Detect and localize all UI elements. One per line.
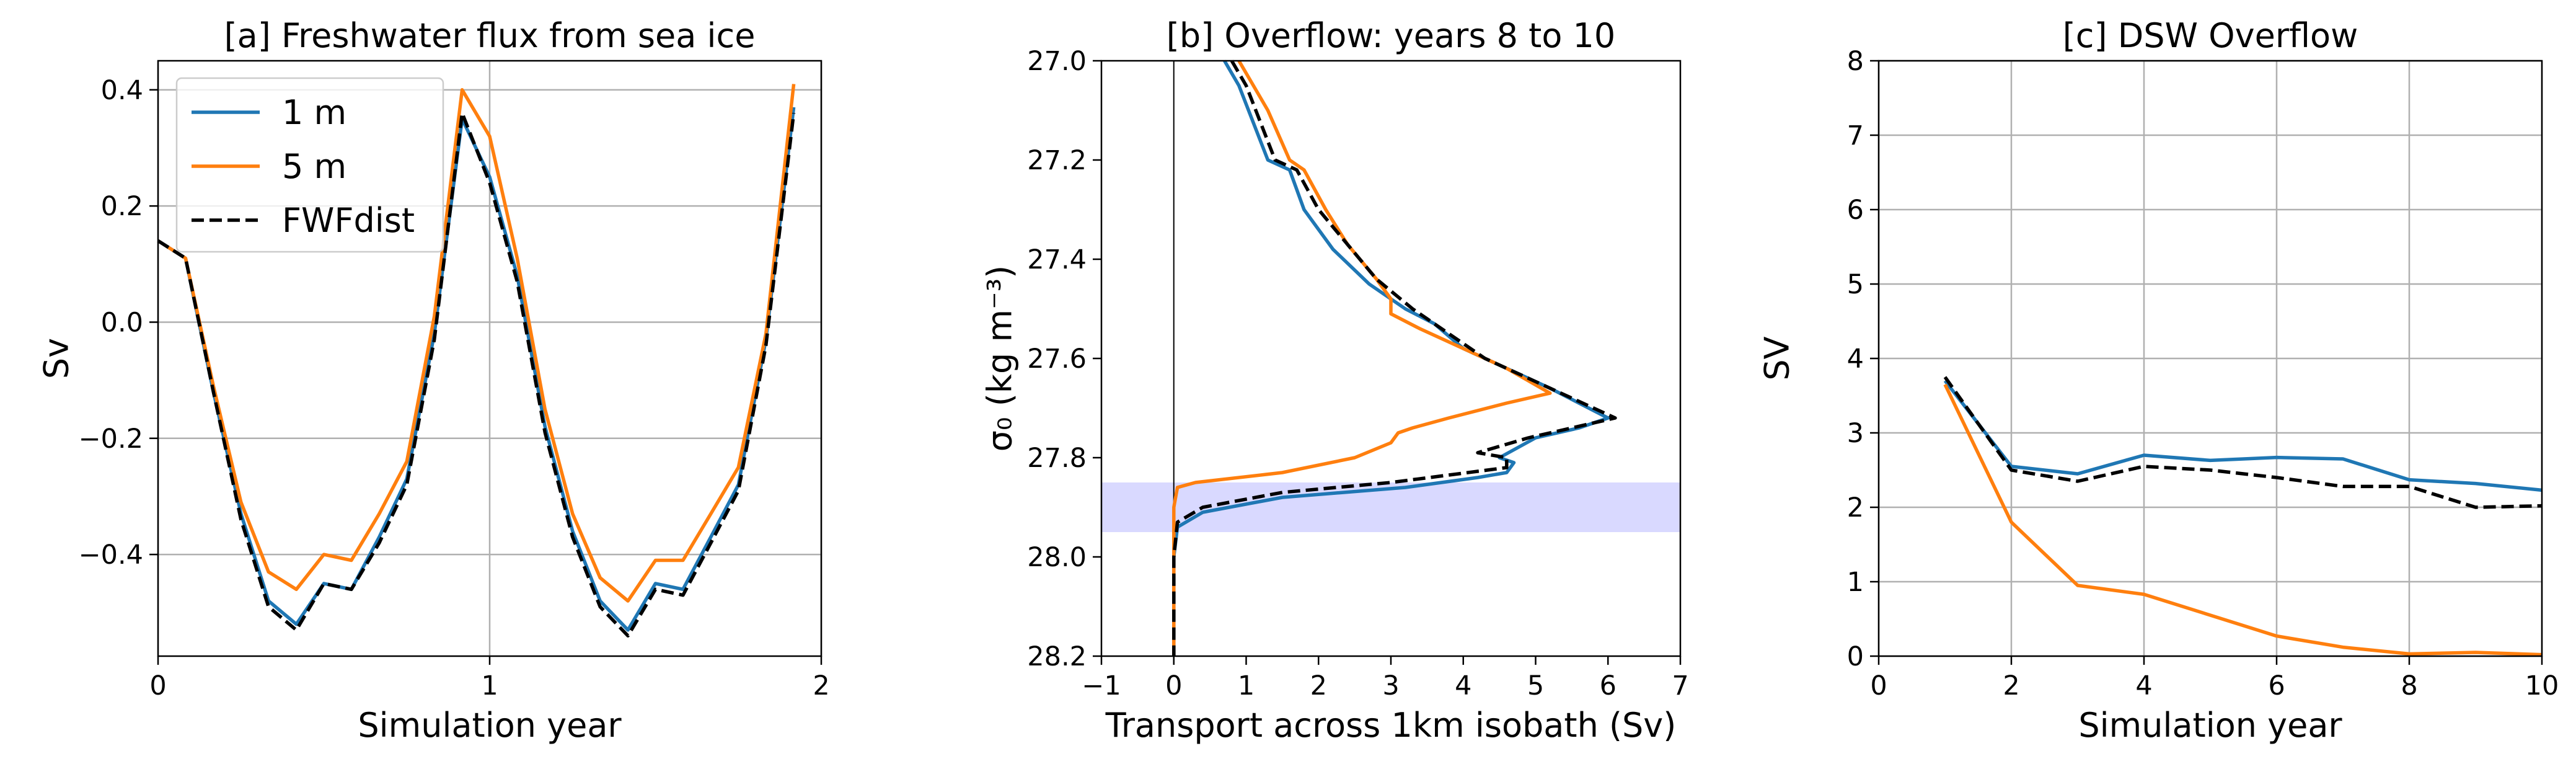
panel-a-ytick-label-0: 0.4 (101, 75, 143, 106)
panel-c-ytick-label-8: 8 (1847, 46, 1864, 77)
panel-b-ytick-label-2: 27.4 (1027, 244, 1087, 275)
panel-b-xtick-label-3: 2 (1310, 670, 1327, 701)
panel-a-ytick-label-1: 0.2 (101, 191, 143, 222)
panel-c-ytick-label-4: 4 (1847, 344, 1864, 375)
panel-c-ytick-label-6: 6 (1847, 195, 1864, 226)
panel-a-series-1m (157, 107, 796, 632)
panel-c-ytick-label-1: 1 (1847, 567, 1864, 598)
panel-c-xtick-label-0: 0 (1870, 670, 1887, 701)
panel-b-ytick-label-1: 27.2 (1027, 145, 1087, 176)
panel-c-xtick-label-2: 4 (2135, 670, 2152, 701)
legend-box (175, 77, 444, 253)
panel-b-title: [b] Overflow: years 8 to 10 (1167, 16, 1615, 55)
panel-b-frame (1100, 60, 1682, 657)
panel-c-series-fwfdist (1943, 376, 2543, 509)
panel-a-ytick-label-2: 0.0 (101, 307, 143, 338)
panel-c-ylabel: SV (1758, 336, 1797, 380)
legend-label-fwfdist: FWFdist (282, 201, 415, 240)
panel-c-xlabel: Simulation year (2078, 706, 2342, 745)
panel-b-ytick-label-3: 27.6 (1027, 344, 1087, 375)
panel-c-ytick-label-0: 0 (1847, 641, 1864, 672)
legend-label-1m: 1 m (282, 93, 346, 132)
panel-c-ytick-label-2: 2 (1847, 492, 1864, 523)
panel-b-series-5m (1172, 60, 1552, 656)
panel-c-series-1m (1943, 380, 2543, 492)
panel-a-xtick-label-1: 1 (481, 670, 498, 701)
panel-b-xtick-label-5: 4 (1455, 670, 1471, 701)
panel-b-ytick-label-0: 27.0 (1027, 46, 1087, 77)
panel-b-series-1m (1172, 60, 1610, 656)
panel-c-series-5m (1943, 383, 2543, 657)
panel-a-series-5m (157, 84, 796, 603)
panel-c-ytick-label-7: 7 (1847, 120, 1864, 151)
panel-b-ylabel: σ₀ (kg m⁻³) (981, 265, 1020, 452)
panel-a-title: [a] Freshwater flux from sea ice (224, 16, 756, 55)
panel-c-xtick-label-3: 6 (2268, 670, 2285, 701)
panel-c-ytick-label-3: 3 (1847, 418, 1864, 449)
panel-b-xtick-label-1: 0 (1165, 670, 1182, 701)
panel-b-xtick-label-6: 5 (1527, 670, 1544, 701)
panel-b-ytick-label-6: 28.2 (1027, 641, 1087, 672)
panel-b-xtick-label-4: 3 (1382, 670, 1399, 701)
panel-a-xtick-label-0: 0 (149, 670, 166, 701)
panel-b-xtick-label-2: 1 (1238, 670, 1255, 701)
panel-a-ylabel: Sv (37, 338, 76, 379)
panel-a-xtick-label-2: 2 (813, 670, 829, 701)
panel-b-ytick-label-4: 27.8 (1027, 443, 1087, 474)
panel-b: −1 0 1 2 3 4 5 6 7 27.0 27.2 27.4 27.6 27.8 28.0 28.2 [… (981, 16, 1689, 745)
panel-a-ytick-label-4: −0.4 (79, 540, 143, 571)
panel-c-xtick-label-1: 2 (2003, 670, 2019, 701)
panel-c-xtick-label-5: 10 (2525, 670, 2559, 701)
panel-c-title: [c] DSW Overflow (2063, 16, 2358, 55)
panel-b-ytick-label-5: 28.0 (1027, 542, 1087, 573)
panel-b-xlabel: Transport across 1km isobath (Sv) (1105, 706, 1677, 745)
panel-b-xtick-label-7: 6 (1600, 670, 1617, 701)
panel-a: 0 1 2 0.4 0.2 0.0 −0.2 −0.4 [a] Freshwater flux… (37, 16, 830, 745)
legend: 1 m 5 m FWFdist (175, 77, 444, 253)
panel-c-xtick-label-4: 8 (2401, 670, 2417, 701)
panel-b-series-fwfdist (1172, 60, 1617, 656)
panel-b-xtick-label-0: −1 (1082, 670, 1121, 701)
panel-c-ytick-label-5: 5 (1847, 269, 1864, 300)
panel-c: 0 2 4 6 8 10 0 1 2 3 4 5 6 7 8 [c] DSW Overflow Simula… (1758, 16, 2559, 745)
panel-b-xtick-label-8: 7 (1672, 670, 1688, 701)
legend-label-5m: 5 m (282, 147, 346, 186)
density-band (1101, 482, 1680, 532)
panel-a-ytick-label-3: −0.2 (79, 424, 143, 455)
panel-a-xlabel: Simulation year (358, 706, 622, 745)
